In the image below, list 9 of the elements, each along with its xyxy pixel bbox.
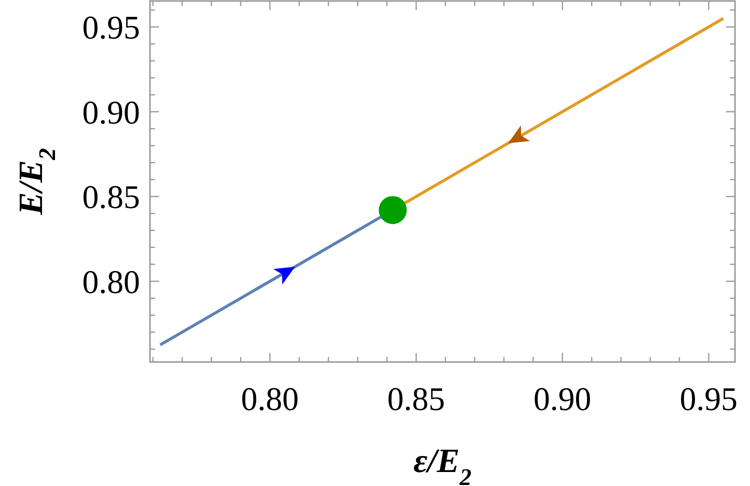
y-tick-label: 0.95 <box>82 10 140 46</box>
x-tick-label: 0.85 <box>387 382 446 418</box>
y-tick-label: 0.85 <box>82 180 140 216</box>
y-tick-label: 0.90 <box>82 95 140 132</box>
x-tick-label: 0.80 <box>241 382 299 418</box>
x-tick-label: 0.95 <box>680 382 738 418</box>
x-axis-title: ε/E$_{2}$ <box>414 443 472 486</box>
y-tick-label: 0.80 <box>82 264 140 301</box>
x-tick-label: 0.90 <box>534 382 592 418</box>
